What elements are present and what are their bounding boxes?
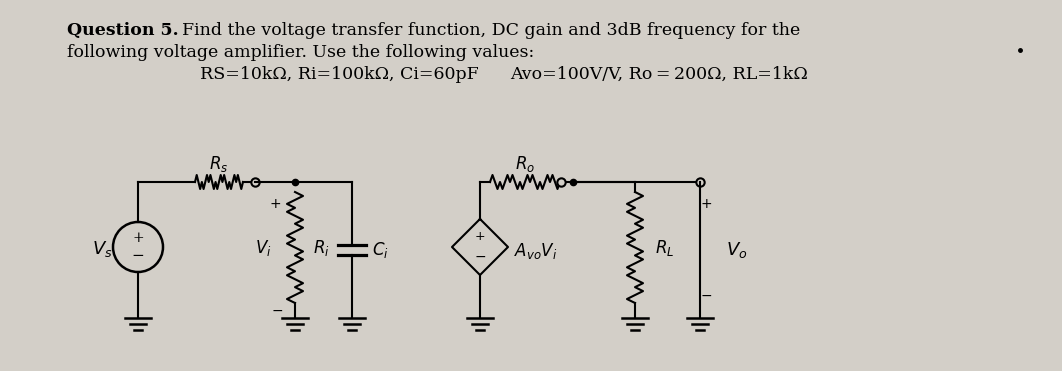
Text: $V_o$: $V_o$ [726,240,748,260]
Text: $R_i$: $R_i$ [313,237,329,257]
Text: $V_s$: $V_s$ [91,239,113,259]
Text: Question 5.: Question 5. [67,22,178,39]
Text: $R_o$: $R_o$ [515,154,535,174]
Text: +: + [132,231,143,245]
Text: +: + [269,197,280,211]
Text: $V_i$: $V_i$ [255,237,271,257]
Text: +: + [700,197,712,211]
Text: Find the voltage transfer function, DC gain and 3dB frequency for the: Find the voltage transfer function, DC g… [160,22,801,39]
Text: following voltage amplifier. Use the following values:: following voltage amplifier. Use the fol… [67,44,534,61]
Text: −: − [700,289,712,303]
Text: $C_i$: $C_i$ [372,240,389,260]
Text: −: − [132,249,144,263]
Text: RS=10kΩ, Ri=100kΩ, Ci=60pF: RS=10kΩ, Ri=100kΩ, Ci=60pF [200,66,479,83]
Text: Avo=100V/V, Ro = 200Ω, RL=1kΩ: Avo=100V/V, Ro = 200Ω, RL=1kΩ [510,66,808,83]
Text: $R_s$: $R_s$ [209,154,228,174]
Text: $R_L$: $R_L$ [655,237,674,257]
Text: −: − [475,250,485,264]
Text: −: − [271,304,282,318]
Text: +: + [475,230,485,243]
Text: $A_{vo}V_i$: $A_{vo}V_i$ [514,241,558,261]
